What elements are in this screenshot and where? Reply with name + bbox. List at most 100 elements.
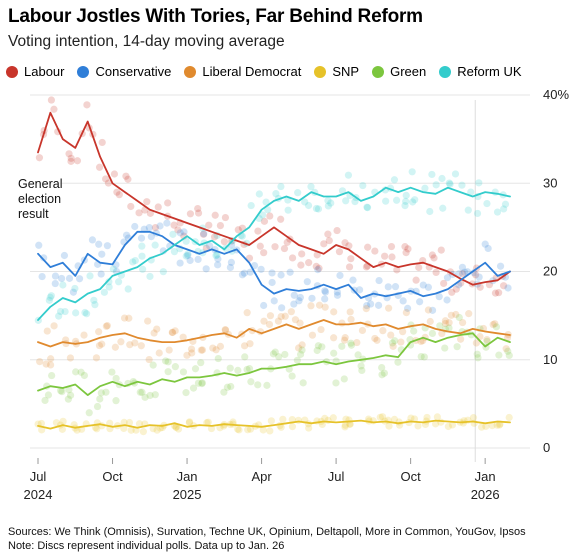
- poll-disc: [324, 197, 332, 205]
- y-tick-label-20: 20: [543, 264, 557, 279]
- poll-disc: [279, 415, 287, 423]
- poll-disc: [38, 272, 46, 281]
- poll-disc: [430, 254, 438, 262]
- poll-disc: [404, 245, 412, 253]
- poll-disc: [371, 334, 379, 343]
- poll-disc: [472, 271, 480, 279]
- poll-disc: [176, 229, 184, 237]
- poll-disc: [320, 240, 328, 248]
- poll-disc: [146, 272, 154, 281]
- poll-disc: [223, 383, 232, 391]
- poll-disc: [271, 348, 279, 356]
- poll-disc: [314, 266, 322, 274]
- poll-disc: [135, 420, 144, 428]
- x-tick-label-0: Jul: [30, 469, 47, 484]
- poll-disc: [390, 176, 399, 184]
- poll-disc: [416, 298, 424, 306]
- poll-disc: [408, 168, 416, 176]
- poll-disc: [298, 346, 306, 354]
- poll-disc: [172, 423, 180, 431]
- poll-disc: [207, 424, 216, 433]
- poll-disc: [154, 203, 162, 211]
- poll-disc: [290, 291, 298, 299]
- poll-disc: [145, 223, 153, 232]
- poll-disc: [381, 252, 389, 260]
- poll-disc: [61, 307, 69, 316]
- poll-disc: [257, 265, 265, 273]
- poll-disc: [363, 203, 371, 211]
- poll-disc: [379, 327, 387, 335]
- poll-disc: [399, 328, 407, 336]
- poll-disc: [137, 234, 146, 242]
- poll-disc: [155, 349, 163, 357]
- poll-disc: [174, 425, 183, 433]
- poll-disc: [227, 258, 235, 266]
- poll-disc: [187, 345, 196, 353]
- general-election-annotation: General election result: [18, 177, 63, 222]
- legend-item-conservative: Conservative: [77, 64, 171, 79]
- poll-disc: [459, 318, 467, 327]
- poll-disc: [298, 250, 306, 258]
- poll-disc: [445, 324, 453, 332]
- poll-disc: [114, 278, 123, 286]
- chart-title: Labour Jostles With Tories, Far Behind R…: [8, 6, 423, 27]
- poll-disc: [205, 242, 214, 250]
- poll-disc: [304, 201, 313, 210]
- poll-disc: [371, 247, 379, 255]
- poll-disc: [438, 174, 446, 183]
- poll-disc: [387, 331, 395, 339]
- poll-disc: [364, 243, 372, 251]
- poll-disc: [440, 279, 448, 288]
- poll-disc: [171, 327, 179, 335]
- poll-disc: [313, 346, 321, 355]
- poll-disc: [127, 202, 135, 211]
- poll-disc: [461, 268, 469, 276]
- poll-disc: [96, 395, 104, 403]
- poll-disc: [139, 428, 147, 436]
- poll-disc: [317, 325, 325, 334]
- poll-disc: [243, 365, 251, 374]
- poll-disc: [138, 242, 146, 250]
- poll-disc: [281, 350, 289, 359]
- poll-disc: [88, 236, 97, 244]
- poll-disc: [473, 350, 481, 358]
- poll-disc: [144, 317, 152, 325]
- poll-disc: [243, 309, 251, 317]
- poll-disc: [338, 319, 346, 327]
- poll-disc: [171, 363, 179, 371]
- poll-disc: [455, 270, 463, 278]
- poll-disc: [211, 211, 219, 219]
- poll-disc: [287, 308, 295, 316]
- poll-disc: [172, 423, 180, 431]
- poll-disc: [183, 351, 191, 359]
- poll-disc: [473, 209, 482, 218]
- poll-disc: [303, 278, 311, 286]
- poll-disc: [191, 365, 200, 373]
- legend-item-green: Green: [372, 64, 426, 79]
- poll-disc: [385, 304, 393, 312]
- poll-disc: [185, 419, 193, 427]
- poll-disc: [443, 274, 452, 282]
- poll-disc: [340, 336, 349, 344]
- poll-disc: [453, 343, 461, 351]
- poll-disc: [241, 353, 249, 361]
- poll-disc: [254, 227, 262, 235]
- poll-disc: [388, 339, 397, 347]
- poll-disc: [277, 215, 285, 223]
- poll-disc: [186, 210, 195, 218]
- poll-disc: [221, 213, 230, 222]
- poll-disc: [491, 289, 500, 297]
- poll-disc: [441, 317, 450, 325]
- poll-disc: [264, 206, 272, 214]
- poll-disc: [441, 319, 449, 328]
- poll-disc: [159, 268, 167, 276]
- poll-disc: [65, 150, 73, 158]
- poll-disc: [288, 372, 296, 380]
- poll-disc: [81, 308, 89, 317]
- poll-disc: [59, 281, 67, 289]
- poll-disc: [424, 306, 432, 314]
- poll-disc: [404, 304, 412, 312]
- poll-disc: [138, 388, 146, 396]
- poll-disc: [458, 181, 466, 189]
- poll-disc: [327, 199, 335, 207]
